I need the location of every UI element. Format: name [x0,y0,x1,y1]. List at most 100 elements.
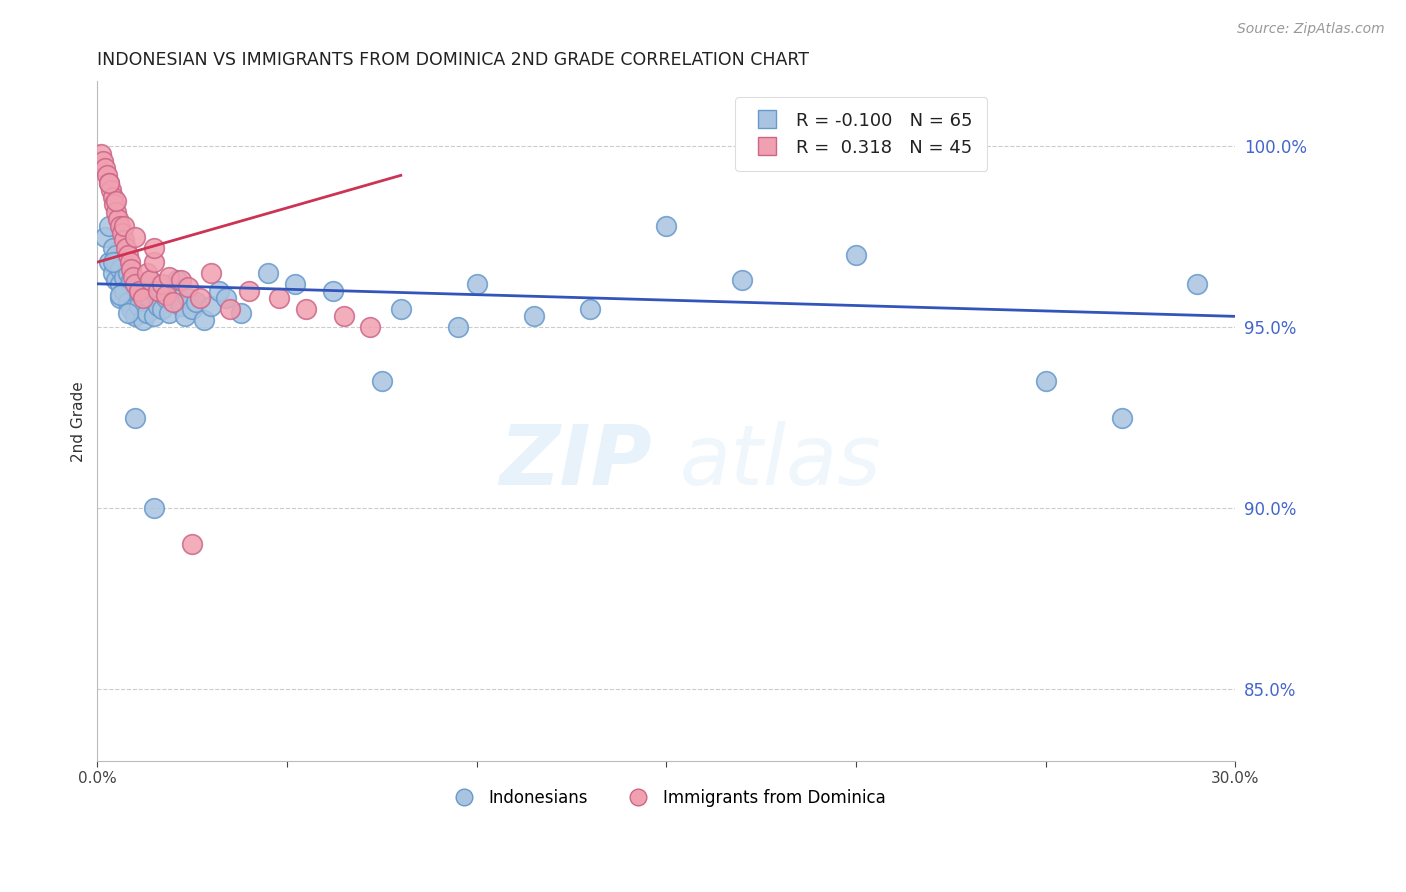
Point [1035,375,1057,389]
Point [173,310,195,324]
Point [731,273,754,287]
Point [184,294,207,309]
Point [139,291,162,305]
Point [124,229,146,244]
Point [188,291,211,305]
Point [219,302,242,317]
Point [101,190,124,204]
Point [122,269,145,284]
Point [128,299,150,313]
Point [921,139,943,153]
Point [162,287,184,301]
Point [124,277,146,291]
Point [105,248,128,262]
Point [124,310,146,324]
Point [157,306,180,320]
Point [108,291,131,305]
Point [101,241,124,255]
Text: ZIP: ZIP [499,422,651,502]
Point [101,266,124,280]
Point [124,280,146,294]
Point [177,280,200,294]
Point [117,294,139,309]
Point [465,277,488,291]
Point [359,320,381,334]
Point [128,284,150,298]
Point [111,226,134,240]
Point [139,273,162,287]
Point [108,287,131,301]
Text: atlas: atlas [679,422,882,502]
Point [121,302,143,317]
Point [845,248,868,262]
Point [103,197,125,211]
Point [170,273,193,287]
Point [105,194,128,208]
Point [155,287,177,301]
Point [97,255,120,269]
Point [108,277,131,291]
Point [112,219,135,233]
Point [177,291,200,305]
Point [157,269,180,284]
Point [114,241,136,255]
Point [155,291,177,305]
Point [447,320,470,334]
Point [124,410,146,425]
Point [100,183,122,197]
Point [238,284,260,298]
Point [91,153,114,168]
Point [200,266,222,280]
Point [97,176,120,190]
Point [101,255,124,269]
Point [112,269,135,284]
Point [135,277,157,291]
Point [97,176,120,190]
Point [97,219,120,233]
Point [117,248,139,262]
Point [128,284,150,298]
Point [170,299,193,313]
Y-axis label: 2nd Grade: 2nd Grade [72,381,86,461]
Legend: Indonesians, Immigrants from Dominica: Indonesians, Immigrants from Dominica [440,782,893,814]
Point [107,211,129,226]
Point [143,500,166,515]
Point [333,310,356,324]
Point [257,266,280,280]
Point [1187,277,1209,291]
Point [118,255,141,269]
Point [135,306,157,320]
Point [108,262,131,277]
Text: Source: ZipAtlas.com: Source: ZipAtlas.com [1237,22,1385,37]
Point [150,277,173,291]
Point [94,161,117,175]
Point [208,284,231,298]
Point [135,266,157,280]
Point [143,241,166,255]
Point [132,313,155,327]
Point [132,291,155,305]
Point [655,219,678,233]
Point [121,262,143,277]
Point [90,146,112,161]
Point [132,287,155,301]
Point [371,375,394,389]
Point [162,294,184,309]
Point [215,291,238,305]
Point [112,234,135,248]
Text: INDONESIAN VS IMMIGRANTS FROM DOMINICA 2ND GRADE CORRELATION CHART: INDONESIAN VS IMMIGRANTS FROM DOMINICA 2… [97,51,810,69]
Point [181,302,204,317]
Point [295,302,318,317]
Point [96,169,118,183]
Point [146,284,169,298]
Point [117,306,139,320]
Point [105,204,128,219]
Point [105,255,128,269]
Point [94,229,117,244]
Point [112,284,135,298]
Point [193,313,215,327]
Point [150,302,173,317]
Point [181,537,204,551]
Point [269,291,291,305]
Point [108,219,131,233]
